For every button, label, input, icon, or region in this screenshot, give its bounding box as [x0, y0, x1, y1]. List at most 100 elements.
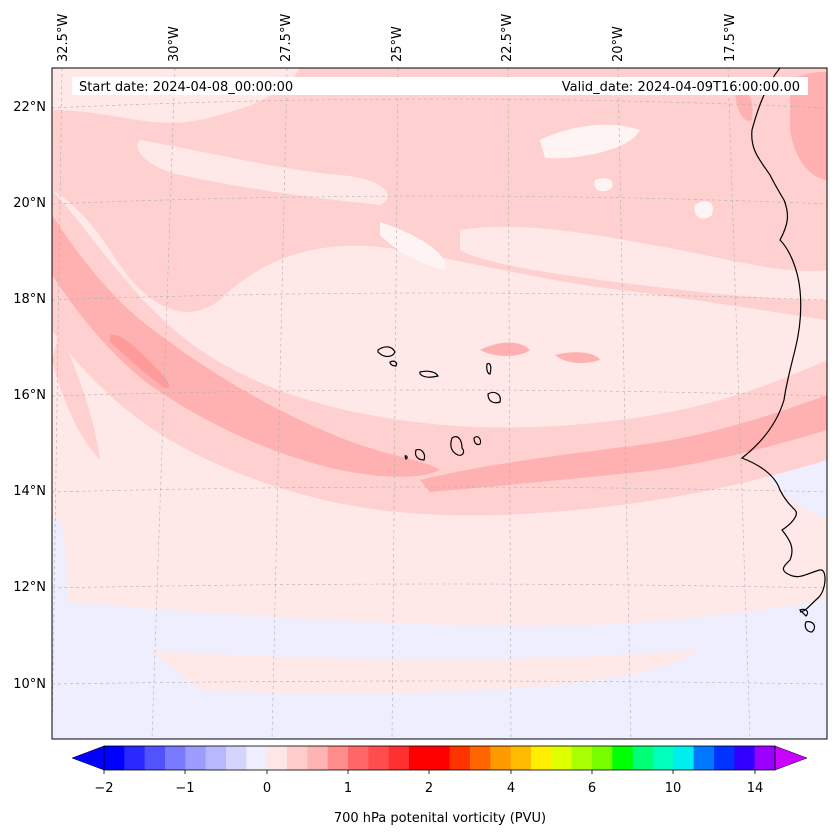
lon-tick-label: 32.5°W	[56, 14, 71, 62]
colorbar-cell	[388, 746, 410, 770]
colorbar-cell	[104, 746, 125, 770]
pv-upper-right-max	[790, 71, 827, 180]
pv-negative-strip	[52, 520, 67, 700]
cb-tick-label: 14	[747, 781, 764, 796]
colorbar-cell	[754, 746, 776, 770]
pv-base-patch	[150, 650, 700, 694]
map-panel	[52, 68, 827, 739]
colorbar-cell	[531, 746, 552, 770]
colorbar-cell	[185, 746, 207, 770]
colorbar-ticks	[103, 770, 756, 774]
cb-tick-label: 1	[344, 781, 352, 796]
cb-tick-label: 0	[263, 781, 271, 796]
colorbar-cell	[653, 746, 674, 770]
colorbar-cell	[368, 746, 390, 770]
colorbar: −2 −1 0 1 2 4 6 10 14 700 hPa potenital …	[71, 745, 808, 826]
colorbar-cell	[551, 746, 573, 770]
pv-band-core	[480, 342, 530, 356]
bijagos-island	[804, 621, 816, 633]
cb-tick-label: 6	[588, 781, 596, 796]
africa-coastline	[740, 68, 826, 613]
cabo-verde-island	[486, 362, 492, 375]
map-frame	[51, 67, 828, 740]
colorbar-frame	[103, 745, 776, 771]
valid-date-label: Valid_date: 2024-04-09T16:00:00.00	[562, 80, 800, 95]
pv-maximum	[110, 334, 170, 389]
colorbar-cell	[205, 746, 227, 770]
colorbar-cell	[165, 746, 186, 770]
pv-light-patch	[460, 226, 827, 300]
colorbar-cell	[266, 746, 288, 770]
colorbar-cell	[246, 746, 268, 770]
colorbar-cell	[470, 746, 491, 770]
lon-tick-label: 30°W	[167, 26, 182, 62]
lon-tick-label: 25°W	[390, 26, 405, 62]
colorbar-cell	[490, 746, 512, 770]
cb-tick-label: 4	[507, 781, 515, 796]
colorbar-cell	[571, 746, 593, 770]
pv-light-patch	[380, 222, 446, 270]
colorbar-cell	[693, 746, 715, 770]
lat-tick-label: 18°N	[13, 292, 46, 307]
colorbar-under-arrow	[71, 745, 105, 771]
colorbar-cell	[287, 746, 308, 770]
lon-tick-label: 27.5°W	[279, 14, 294, 62]
cabo-verde-island	[450, 436, 465, 456]
colorbar-cell	[429, 746, 451, 770]
colorbar-cell	[124, 746, 146, 770]
lat-tick-label: 14°N	[13, 484, 46, 499]
colorbar-cell	[409, 746, 430, 770]
colorbar-cell	[307, 746, 329, 770]
pv-light-patch	[694, 201, 713, 219]
pv-light-patch	[540, 124, 640, 159]
colorbar-cells	[104, 746, 776, 770]
cb-tick-label: 2	[425, 781, 433, 796]
lon-tick-label: 17.5°W	[723, 14, 738, 62]
colorbar-tick-labels: −2 −1 0 1 2 4 6 10 14	[94, 781, 763, 796]
colorbar-cell	[348, 746, 369, 770]
colorbar-cell	[144, 746, 166, 770]
cb-tick-label: −1	[175, 781, 194, 796]
colorbar-cell	[632, 746, 654, 770]
pv-band-core	[420, 395, 827, 492]
lat-tick-label: 10°N	[13, 677, 46, 692]
colorbar-cell	[734, 746, 756, 770]
colorbar-cell	[449, 746, 471, 770]
colorbar-cell	[673, 746, 695, 770]
graticule	[52, 68, 827, 739]
pv-band-core	[555, 352, 600, 363]
colorbar-cell	[714, 746, 735, 770]
colorbar-cell	[327, 746, 349, 770]
cabo-verde-island	[487, 391, 501, 404]
cb-tick-label: 10	[665, 781, 682, 796]
start-date-label: Start date: 2024-04-08_00:00:00	[79, 80, 293, 95]
cabo-verde-island	[377, 346, 396, 358]
colorbar-cell	[612, 746, 634, 770]
pv-upper-right-max	[735, 88, 753, 121]
lat-tick-label: 12°N	[13, 580, 46, 595]
colorbar-cell	[592, 746, 613, 770]
colorbar-title: 700 hPa potenital vorticity (PVU)	[334, 811, 546, 826]
cabo-verde-island	[414, 449, 426, 461]
cabo-verde-island	[404, 455, 408, 460]
bijagos-island	[798, 608, 809, 617]
longitude-labels: 32.5°W 30°W 27.5°W 25°W 22.5°W 20°W 17.5…	[56, 14, 738, 62]
pv-light-patch	[137, 140, 388, 205]
lat-tick-label: 22°N	[13, 100, 46, 115]
colorbar-cell	[226, 746, 247, 770]
cb-tick-label: −2	[94, 781, 113, 796]
latitude-labels: 22°N 20°N 18°N 16°N 14°N 12°N 10°N	[13, 100, 46, 692]
lon-tick-label: 20°W	[611, 26, 626, 62]
lat-tick-label: 20°N	[13, 196, 46, 211]
pv-light-patch	[594, 178, 613, 192]
cabo-verde-island	[419, 370, 439, 378]
coastlines	[377, 68, 826, 633]
colorbar-over-arrow	[774, 745, 808, 771]
colorbar-cell	[510, 746, 532, 770]
lon-tick-label: 22.5°W	[500, 14, 515, 62]
lat-tick-label: 16°N	[13, 388, 46, 403]
cabo-verde-island	[389, 360, 398, 367]
cabo-verde-island	[473, 436, 482, 446]
header: Start date: 2024-04-08_00:00:00 Valid_da…	[72, 77, 808, 95]
